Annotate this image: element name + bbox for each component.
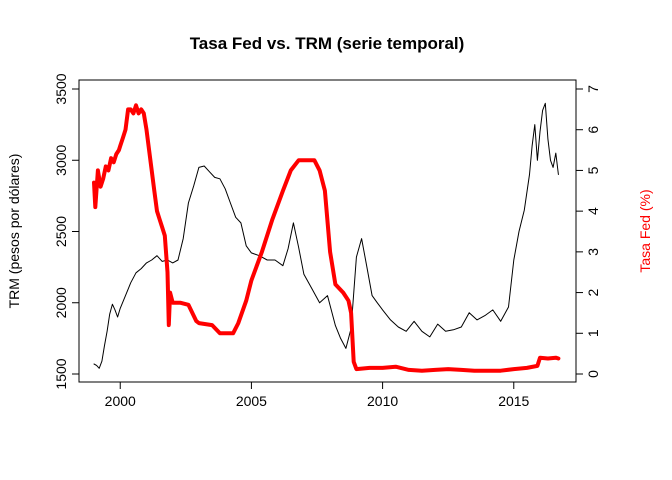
y-right-tick-label: 7 [585,85,601,93]
x-axis: 2000 2005 2010 2015 [105,381,530,409]
chart-title: Tasa Fed vs. TRM (serie temporal) [190,34,465,53]
series-layer [92,102,561,373]
fed-rate-line [92,103,561,373]
y-left-tick-label: 1500 [53,358,69,389]
y-right-tick-label: 6 [585,126,601,134]
y-left-tick-label: 3500 [53,73,69,104]
y-left-axis-label: TRM (pesos por dólares) [6,154,22,309]
x-tick-label: 2000 [105,393,136,409]
y-right-tick-label: 0 [585,370,601,378]
x-tick-label: 2015 [498,393,529,409]
y-left-tick-label: 2000 [53,287,69,318]
y-left-tick-label: 3000 [53,144,69,175]
y-right-tick-label: 4 [585,207,601,215]
y-left-tick-label: 2500 [53,216,69,247]
trm-line [93,102,559,369]
y-left-axis: 1500 2000 2500 3000 3500 [53,73,80,390]
y-right-tick-label: 3 [585,248,601,256]
y-right-tick-label: 1 [585,329,601,337]
y-right-axis-label: Tasa Fed (%) [637,189,653,272]
y-right-axis: 0 1 2 3 4 5 6 7 [575,85,601,378]
x-tick-label: 2005 [236,393,267,409]
y-right-tick-label: 5 [585,166,601,174]
y-right-tick-label: 2 [585,288,601,296]
x-tick-label: 2010 [367,393,398,409]
